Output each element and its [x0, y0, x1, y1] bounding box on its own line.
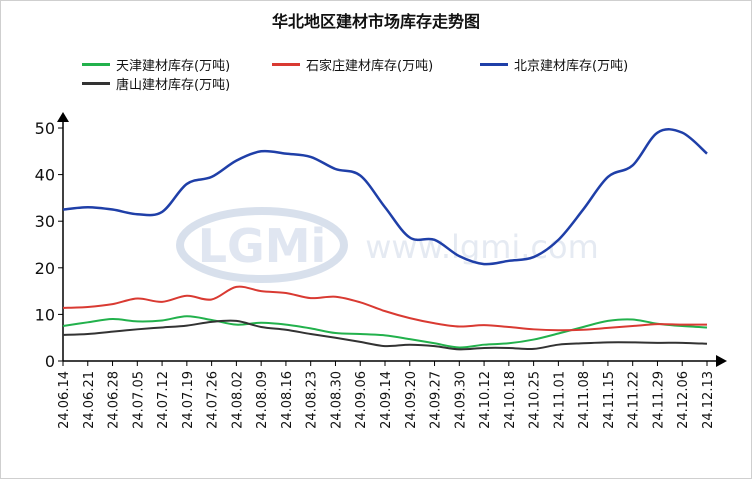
x-tick-label: 24.08.30	[329, 371, 344, 429]
x-tick-label: 24.09.20	[404, 371, 419, 429]
x-tick-label: 24.11.08	[577, 371, 592, 429]
legend-label-tianjin: 天津建材库存(万吨)	[116, 59, 231, 74]
x-tick-label: 24.08.23	[305, 371, 320, 429]
legend-swatch-tianjin	[82, 63, 110, 66]
x-tick-label: 24.12.13	[701, 371, 716, 429]
axes	[57, 112, 727, 367]
series-line-tangshan	[62, 319, 708, 351]
x-tick-label: 24.09.06	[354, 371, 369, 429]
legend-label-beijing: 北京建材库存(万吨)	[514, 59, 629, 74]
y-tick-label: 20	[35, 259, 55, 278]
x-tick-label: 24.11.01	[552, 371, 567, 429]
chart-title: 华北地区建材市场库存走势图	[271, 12, 480, 31]
y-tick-label: 40	[35, 166, 55, 185]
y-axis-arrow	[57, 112, 69, 122]
legend-label-shijiazhuang: 石家庄建材库存(万吨)	[306, 59, 434, 74]
x-tick-label: 24.06.28	[107, 371, 122, 429]
x-tick-label: 24.10.18	[503, 371, 518, 429]
y-tick-label: 10	[35, 305, 55, 324]
legend-item-tianjin: 天津建材库存(万吨)	[82, 55, 230, 74]
y-tick-label: 0	[45, 352, 55, 371]
x-axis-arrow	[716, 355, 727, 367]
legend-swatch-tangshan	[82, 82, 110, 85]
legend-swatch-beijing	[480, 63, 508, 66]
legend-item-beijing: 北京建材库存(万吨)	[480, 55, 628, 74]
legend-item-tangshan: 唐山建材库存(万吨)	[82, 74, 230, 93]
x-tick-label: 24.06.14	[57, 371, 72, 429]
series-line-shijiazhuang	[62, 285, 708, 332]
x-tick-label: 24.09.27	[429, 371, 444, 429]
x-tick-label: 24.07.26	[206, 371, 221, 429]
series-line-tianjin	[62, 315, 708, 349]
x-tick-label: 24.11.29	[651, 371, 666, 429]
y-tick-label: 30	[35, 212, 55, 231]
x-tick-label: 24.07.19	[181, 371, 196, 429]
x-axis-ticks: 24.06.14 24.06.21 24.06.28 24.07.05 24.07.12…	[57, 361, 716, 429]
y-axis-ticks: 0 10 20 30 40 50	[35, 119, 63, 371]
legend-label-tangshan: 唐山建材库存(万吨)	[116, 78, 231, 93]
svg-text:LGMi: LGMi	[198, 219, 327, 273]
x-tick-label: 24.10.12	[478, 371, 493, 429]
x-tick-label: 24.07.05	[131, 371, 146, 429]
x-tick-label: 24.11.22	[627, 371, 642, 429]
x-tick-label: 24.10.25	[528, 371, 543, 429]
x-tick-label: 24.11.15	[602, 371, 617, 429]
x-tick-label: 24.12.06	[676, 371, 691, 429]
legend-item-shijiazhuang: 石家庄建材库存(万吨)	[272, 55, 433, 74]
watermark: LGMi www.lgmi.com	[176, 207, 599, 283]
x-tick-label: 24.08.09	[255, 371, 270, 429]
x-tick-label: 24.06.21	[82, 371, 97, 429]
y-tick-label: 50	[35, 119, 55, 138]
x-tick-label: 24.08.02	[230, 371, 245, 429]
series-line-beijing	[62, 128, 708, 266]
x-tick-label: 24.07.12	[156, 371, 171, 429]
x-tick-label: 24.09.30	[453, 371, 468, 429]
x-tick-label: 24.08.16	[280, 371, 295, 429]
x-tick-label: 24.09.14	[379, 371, 394, 429]
svg-text:www.lgmi.com: www.lgmi.com	[365, 228, 599, 266]
legend-swatch-shijiazhuang	[272, 63, 300, 66]
series-lines	[62, 128, 708, 351]
